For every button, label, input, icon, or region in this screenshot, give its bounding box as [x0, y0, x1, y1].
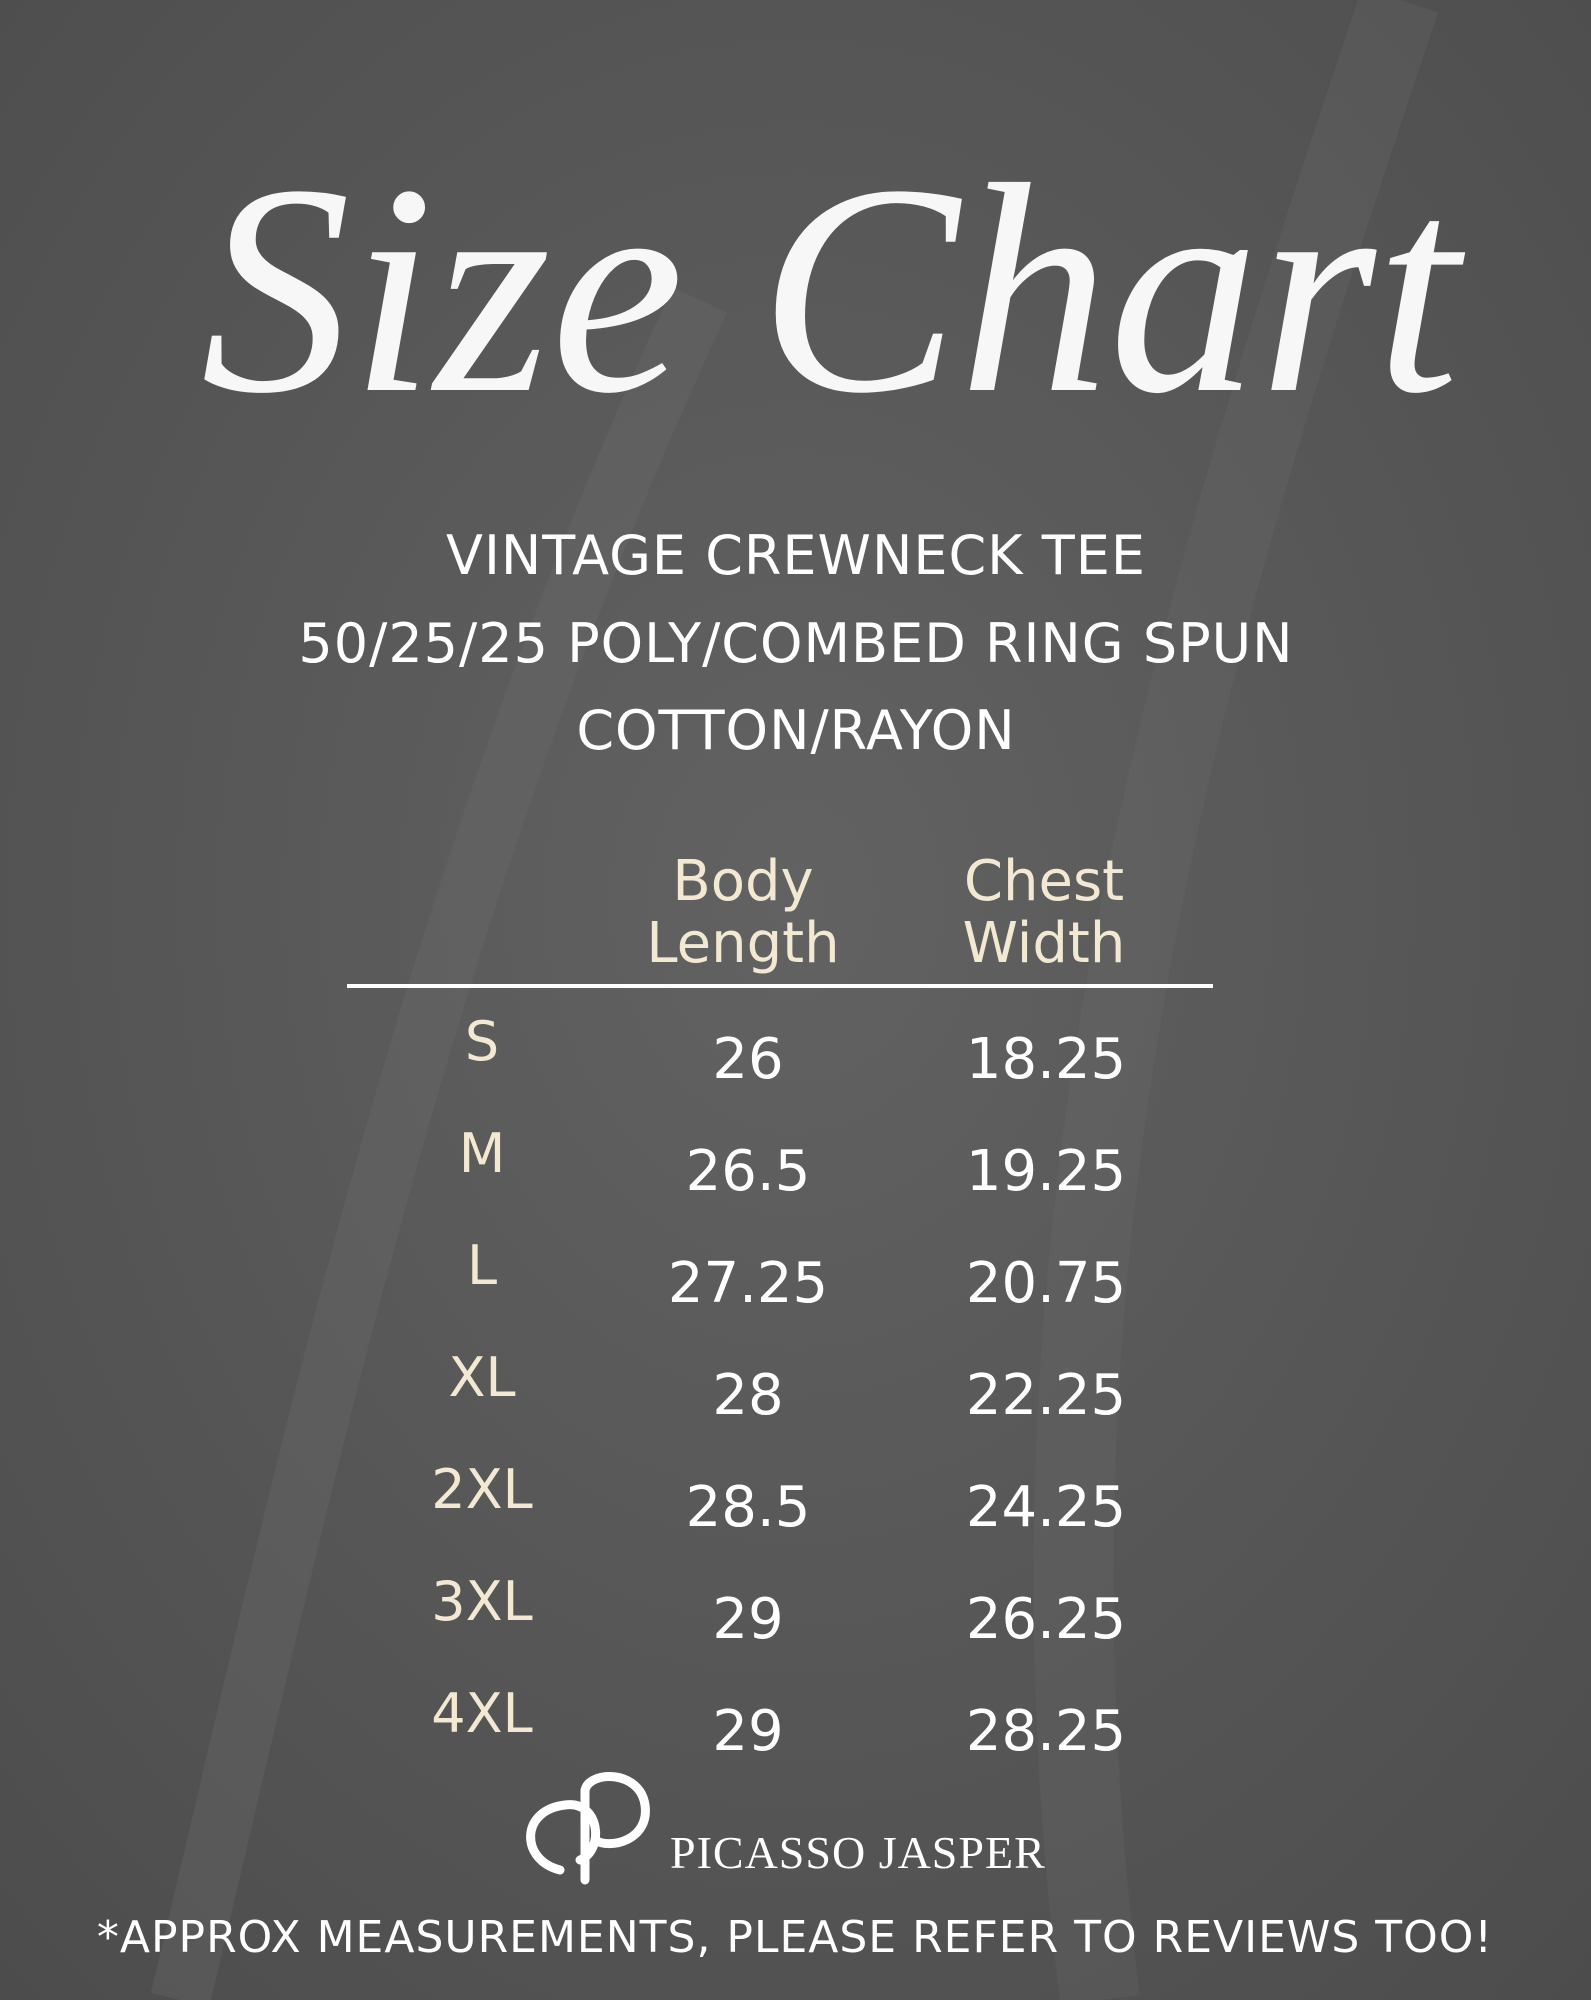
- subtitle: COTTON/RAYON: [576, 699, 1015, 762]
- subtitle: VINTAGE CREWNECK TEE: [446, 524, 1146, 587]
- size-label: S: [465, 1010, 499, 1073]
- size-label: M: [459, 1122, 506, 1185]
- subtitle: 50/25/25 POLY/COMBED RING SPUN: [298, 612, 1293, 675]
- texture: [1033, 0, 1438, 2000]
- measurement: 28.25: [966, 1699, 1126, 1764]
- column-header: Width: [963, 911, 1126, 976]
- logo-stroke: [580, 1772, 650, 1885]
- footnote: *APPROX MEASUREMENTS, PLEASE REFER TO RE…: [97, 1912, 1493, 1963]
- measurement: 19.25: [966, 1139, 1126, 1204]
- measurement: 28.5: [686, 1475, 811, 1540]
- size-label: XL: [448, 1346, 515, 1409]
- title: Size Chart: [201, 123, 1470, 455]
- measurement: 28: [712, 1363, 783, 1428]
- size-label: 4XL: [431, 1682, 532, 1745]
- measurement: 27.25: [668, 1251, 828, 1316]
- measurement: 26: [712, 1027, 783, 1092]
- measurement: 29: [712, 1699, 783, 1764]
- measurement: 26.25: [966, 1587, 1126, 1652]
- measurement: 24.25: [966, 1475, 1126, 1540]
- measurement: 18.25: [966, 1027, 1126, 1092]
- brand-logo: [526, 1772, 650, 1885]
- measurement: 20.75: [966, 1251, 1126, 1316]
- texture: [150, 287, 728, 2000]
- size-label: 2XL: [431, 1458, 532, 1521]
- size-label: 3XL: [431, 1570, 532, 1633]
- size-label: L: [467, 1234, 497, 1297]
- brand: PICASSO JASPER: [670, 1827, 1046, 1878]
- measurement: 29: [712, 1587, 783, 1652]
- table-body: S 26 18.25 M 26.5 19.25 L 27.25 20.75 XL 28 22.25 2X…: [431, 1010, 1126, 1764]
- measurement: 26.5: [686, 1139, 811, 1204]
- column-header: Body: [672, 849, 813, 914]
- column-header: Chest: [964, 849, 1124, 914]
- measurement: 22.25: [966, 1363, 1126, 1428]
- column-header: Length: [646, 911, 839, 976]
